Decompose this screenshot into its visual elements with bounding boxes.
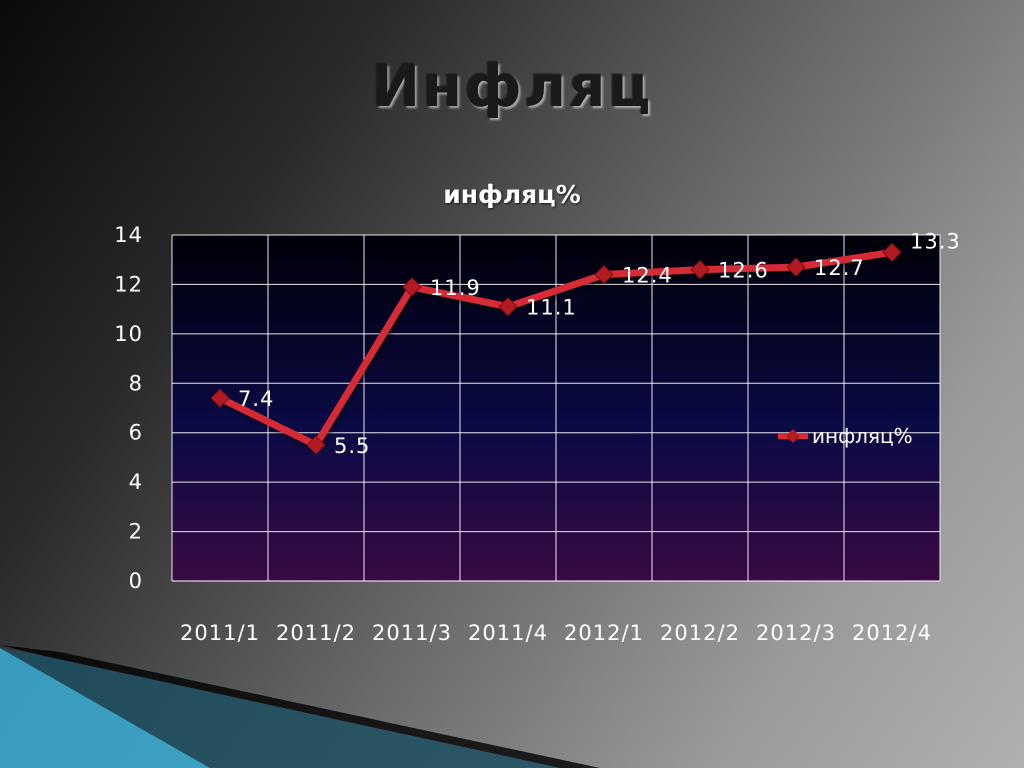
data-point-marker — [690, 259, 710, 280]
chart-title: инфляц% — [443, 180, 581, 209]
data-point-marker — [594, 264, 614, 285]
x-tick-label: 2012/3 — [756, 621, 836, 645]
data-label: 12.7 — [814, 256, 865, 280]
data-point-marker — [882, 242, 902, 263]
data-label: 11.9 — [430, 276, 481, 300]
decorative-accent-band — [0, 645, 600, 768]
data-point-marker — [786, 257, 806, 277]
data-label: 12.4 — [622, 264, 673, 288]
x-tick-label: 2011/2 — [276, 621, 356, 645]
accent-band-dark — [0, 648, 560, 768]
data-label: 11.1 — [526, 296, 577, 320]
accent-band-edge — [0, 645, 600, 768]
legend-marker-swatch — [786, 429, 800, 443]
y-tick-label: 6 — [129, 421, 143, 445]
x-tick-label: 2012/4 — [852, 621, 932, 645]
x-tick-label: 2012/2 — [660, 621, 740, 645]
data-point-marker — [402, 277, 422, 297]
legend-label: инфляц% — [812, 424, 913, 448]
x-tick-label: 2011/1 — [180, 621, 260, 645]
legend: инфляц% — [778, 424, 913, 448]
y-tick-label: 2 — [129, 520, 143, 544]
x-tick-label: 2012/1 — [564, 621, 644, 645]
axes: 0 2 4 6 8 10 12 14 2011/1 2011/2 2011/3 2011/4 2012/… — [114, 223, 940, 645]
y-tick-label: 0 — [129, 569, 143, 593]
y-tick-label: 14 — [114, 223, 143, 247]
data-label: 13.3 — [910, 229, 961, 253]
slide-title: Инфляц — [371, 52, 653, 120]
series-layer: 7.4 5.5 11.9 11.1 12.4 12.6 12.7 13.3 — [210, 229, 961, 458]
data-label: 12.6 — [718, 259, 769, 283]
data-point-marker — [306, 435, 326, 455]
x-tick-label: 2011/3 — [372, 621, 452, 645]
y-tick-label: 10 — [114, 322, 143, 346]
data-point-marker — [498, 296, 518, 317]
data-label: 7.4 — [238, 387, 274, 411]
x-tick-label: 2011/4 — [468, 621, 548, 645]
y-tick-label: 12 — [114, 272, 143, 296]
data-label: 5.5 — [334, 434, 370, 458]
y-tick-label: 4 — [129, 470, 143, 494]
series-line — [216, 248, 896, 449]
y-tick-label: 8 — [129, 371, 143, 395]
data-point-marker — [210, 388, 230, 408]
